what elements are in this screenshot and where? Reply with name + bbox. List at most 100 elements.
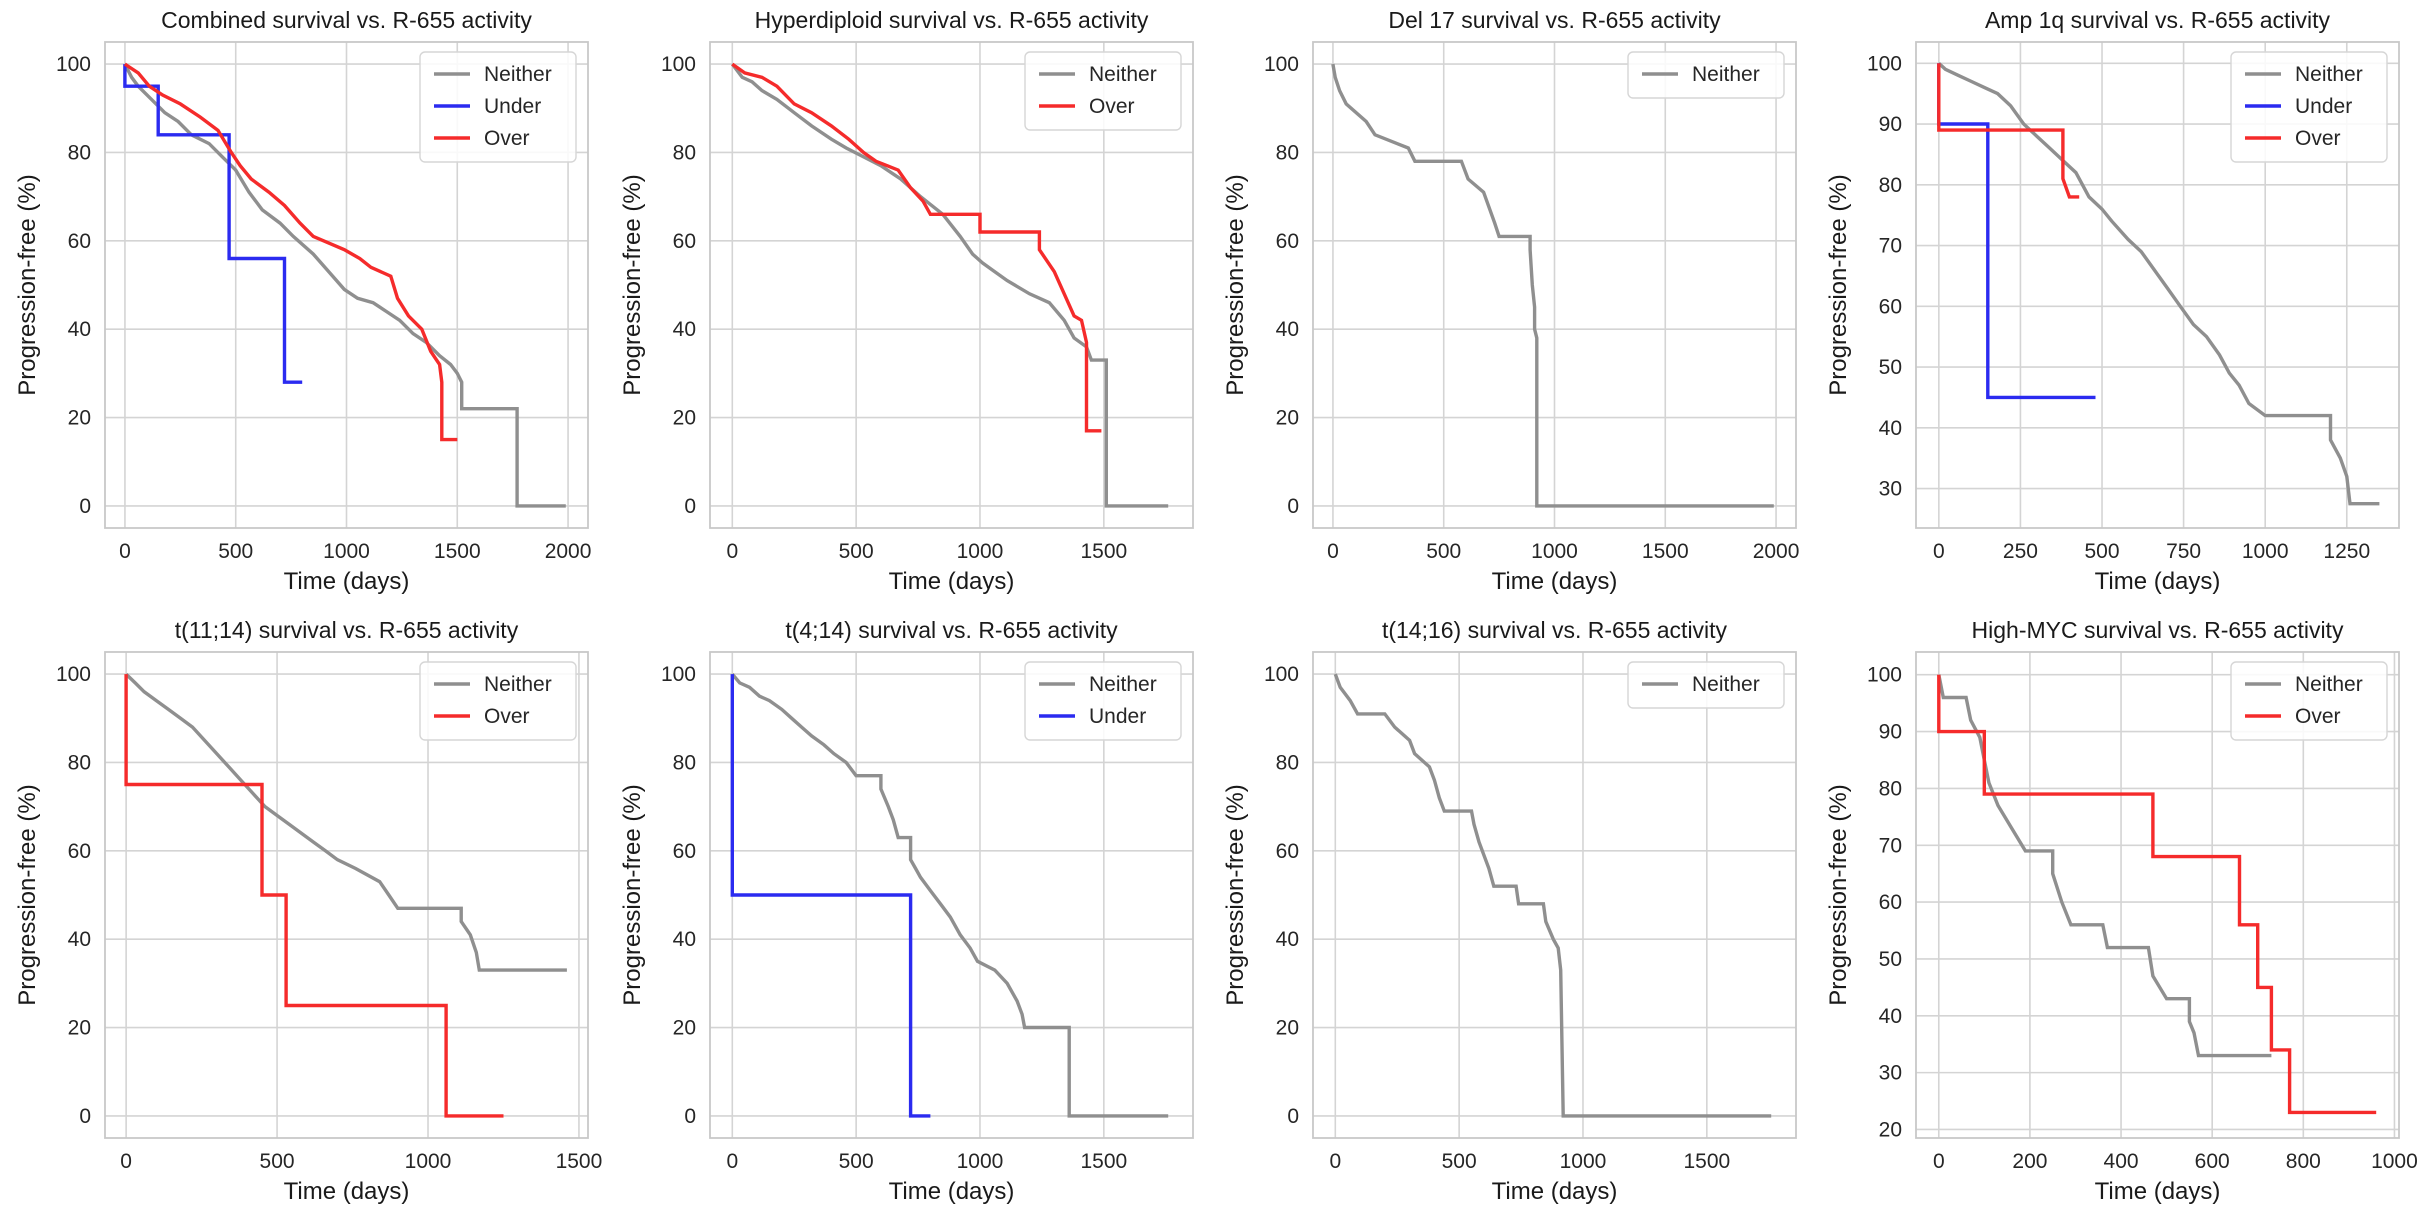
panel-3-xtick-label-2: 1000 xyxy=(1531,540,1578,563)
panel-6-xlabel: Time (days) xyxy=(889,1178,1015,1205)
panel-3-xlabel: Time (days) xyxy=(1492,568,1618,595)
panel-8-series-neither xyxy=(1937,674,2272,1058)
panel-4-legend-label-under: Under xyxy=(2295,95,2352,118)
panel-1-ylabel: Progression-free (%) xyxy=(14,174,41,395)
panel-3-ytick-label-4: 80 xyxy=(1276,141,1299,164)
panel-2-xtick-label-3: 1500 xyxy=(1080,540,1127,563)
panel-1-ytick-label-2: 40 xyxy=(68,318,91,341)
panel-1-legend-label-over: Over xyxy=(484,127,530,150)
panel-7-ytick-label-5: 100 xyxy=(1264,663,1299,686)
panel-7-ytick-label-2: 40 xyxy=(1276,928,1299,951)
panel-7-legend-label-neither: Neither xyxy=(1692,673,1760,696)
panel-1-legend-label-neither: Neither xyxy=(484,63,552,86)
panel-2-xlabel: Time (days) xyxy=(889,568,1015,595)
panel-3-xtick-label-3: 1500 xyxy=(1642,540,1689,563)
panel-1-xlabel: Time (days) xyxy=(284,568,410,595)
panel-1-xtick-label-4: 2000 xyxy=(545,540,592,563)
panel-1-ytick-label-1: 20 xyxy=(68,407,91,430)
panel-8-ytick-label-3: 50 xyxy=(1879,948,1902,971)
panel-4-xlabel: Time (days) xyxy=(2095,568,2221,595)
panel-7: 0 500 1000 1500 0 20 40 60 80 100 Time (days) Progr… xyxy=(1222,617,1797,1205)
panel-1-series-under xyxy=(123,64,303,384)
panel-4-series-over xyxy=(1937,63,2080,199)
panel-5-xtick-label-2: 1000 xyxy=(405,1150,452,1173)
panel-7-xtick-label-1: 500 xyxy=(1442,1150,1477,1173)
panel-6-ytick-label-5: 100 xyxy=(661,663,696,686)
panel-3-frame xyxy=(1312,41,1797,529)
panel-4-series-neither xyxy=(1937,62,2380,506)
panel-2-title: Hyperdiploid survival vs. R-655 activity xyxy=(755,7,1149,33)
panel-1: 0 500 1000 1500 2000 0 20 40 60 80 100 Time (days) P… xyxy=(14,7,591,595)
panel-8-ytick-label-5: 70 xyxy=(1879,834,1902,857)
panel-2-ytick-label-1: 20 xyxy=(673,407,696,430)
panel-6-series-neither xyxy=(730,673,1169,1118)
panel-6-ytick-label-0: 0 xyxy=(684,1105,696,1128)
panel-8-xtick-label-1: 200 xyxy=(2012,1150,2047,1173)
panel-5-series-over xyxy=(124,674,504,1118)
panel-7-xtick-label-3: 1500 xyxy=(1683,1150,1730,1173)
panel-6-ytick-label-4: 80 xyxy=(673,751,696,774)
panel-4-frame xyxy=(1915,41,2400,529)
panel-5-ytick-label-0: 0 xyxy=(79,1105,91,1128)
panel-4-ytick-label-3: 60 xyxy=(1879,295,1902,318)
panel-6-series-under xyxy=(730,674,931,1118)
panel-6-ylabel: Progression-free (%) xyxy=(619,784,646,1005)
panel-1-ytick-label-4: 80 xyxy=(68,141,91,164)
panel-3: 0 500 1000 1500 2000 0 20 40 60 80 100 Time (days) P… xyxy=(1222,7,1799,595)
panel-8-ytick-label-2: 40 xyxy=(1879,1005,1902,1028)
panel-1-legend-box xyxy=(419,51,577,163)
panel-4-ytick-label-5: 80 xyxy=(1879,174,1902,197)
panel-4-ylabel: Progression-free (%) xyxy=(1825,174,1852,395)
panel-4-xtick-label-1: 250 xyxy=(2003,540,2038,563)
panel-1-xtick-label-3: 1500 xyxy=(434,540,481,563)
panel-4-legend-label-over: Over xyxy=(2295,127,2341,150)
panel-6-ytick-label-1: 20 xyxy=(673,1017,696,1040)
panel-6-ytick-label-3: 60 xyxy=(673,840,696,863)
panel-2-ytick-label-4: 80 xyxy=(673,141,696,164)
panel-7-ytick-label-0: 0 xyxy=(1287,1105,1299,1128)
panel-2-xtick-label-0: 0 xyxy=(726,540,738,563)
panel-6-legend-label-under: Under xyxy=(1089,705,1146,728)
panel-4-ytick-label-0: 30 xyxy=(1879,478,1902,501)
panel-5-xlabel: Time (days) xyxy=(284,1178,410,1205)
panel-7-frame xyxy=(1312,651,1797,1139)
panel-2: 0 500 1000 1500 0 20 40 60 80 100 Time (days) Progr… xyxy=(619,7,1194,595)
panel-8-legend-label-neither: Neither xyxy=(2295,673,2363,696)
panel-3-ytick-label-1: 20 xyxy=(1276,407,1299,430)
panel-8-ytick-label-7: 90 xyxy=(1879,721,1902,744)
panel-8-xtick-label-2: 400 xyxy=(2104,1150,2139,1173)
panel-7-series-neither xyxy=(1333,673,1772,1118)
panel-2-ytick-label-5: 100 xyxy=(661,53,696,76)
panel-7-legend-box xyxy=(1627,661,1785,709)
panel-8-legend-box xyxy=(2230,661,2388,741)
panel-4-ytick-label-6: 90 xyxy=(1879,113,1902,136)
panel-8: 0 200 400 600 800 1000 20 30 40 50 60 70 80 90 100 Time… xyxy=(1825,617,2418,1205)
panel-4-xtick-label-3: 750 xyxy=(2166,540,2201,563)
panel-8-ylabel: Progression-free (%) xyxy=(1825,784,1852,1005)
panel-3-title: Del 17 survival vs. R-655 activity xyxy=(1388,7,1721,33)
panel-4-ytick-label-4: 70 xyxy=(1879,235,1902,258)
panel-8-legend-label-over: Over xyxy=(2295,705,2341,728)
panel-3-ytick-label-0: 0 xyxy=(1287,495,1299,518)
panel-3-ylabel: Progression-free (%) xyxy=(1222,174,1249,395)
panel-7-ylabel: Progression-free (%) xyxy=(1222,784,1249,1005)
panel-4-xtick-label-0: 0 xyxy=(1933,540,1945,563)
panel-5-ytick-label-5: 100 xyxy=(56,663,91,686)
panel-4-legend-label-neither: Neither xyxy=(2295,63,2363,86)
panel-5-title: t(11;14) survival vs. R-655 activity xyxy=(175,617,519,643)
panel-1-xtick-label-1: 500 xyxy=(218,540,253,563)
panel-3-legend-label-neither: Neither xyxy=(1692,63,1760,86)
panel-6-legend-label-neither: Neither xyxy=(1089,673,1157,696)
panel-3-ytick-label-5: 100 xyxy=(1264,53,1299,76)
panel-7-xlabel: Time (days) xyxy=(1492,1178,1618,1205)
panel-8-xtick-label-5: 1000 xyxy=(2371,1150,2418,1173)
panel-2-xtick-label-1: 500 xyxy=(839,540,874,563)
panel-5-xtick-label-0: 0 xyxy=(120,1150,132,1173)
panel-2-series-over xyxy=(731,62,1102,433)
panel-5-frame xyxy=(104,651,589,1139)
panel-4: 0 250 500 750 1000 1250 30 40 50 60 70 80 90 100 Time … xyxy=(1825,7,2400,595)
panel-4-legend-box xyxy=(2230,51,2388,163)
panel-1-ytick-label-0: 0 xyxy=(79,495,91,518)
panel-2-frame xyxy=(709,41,1194,529)
